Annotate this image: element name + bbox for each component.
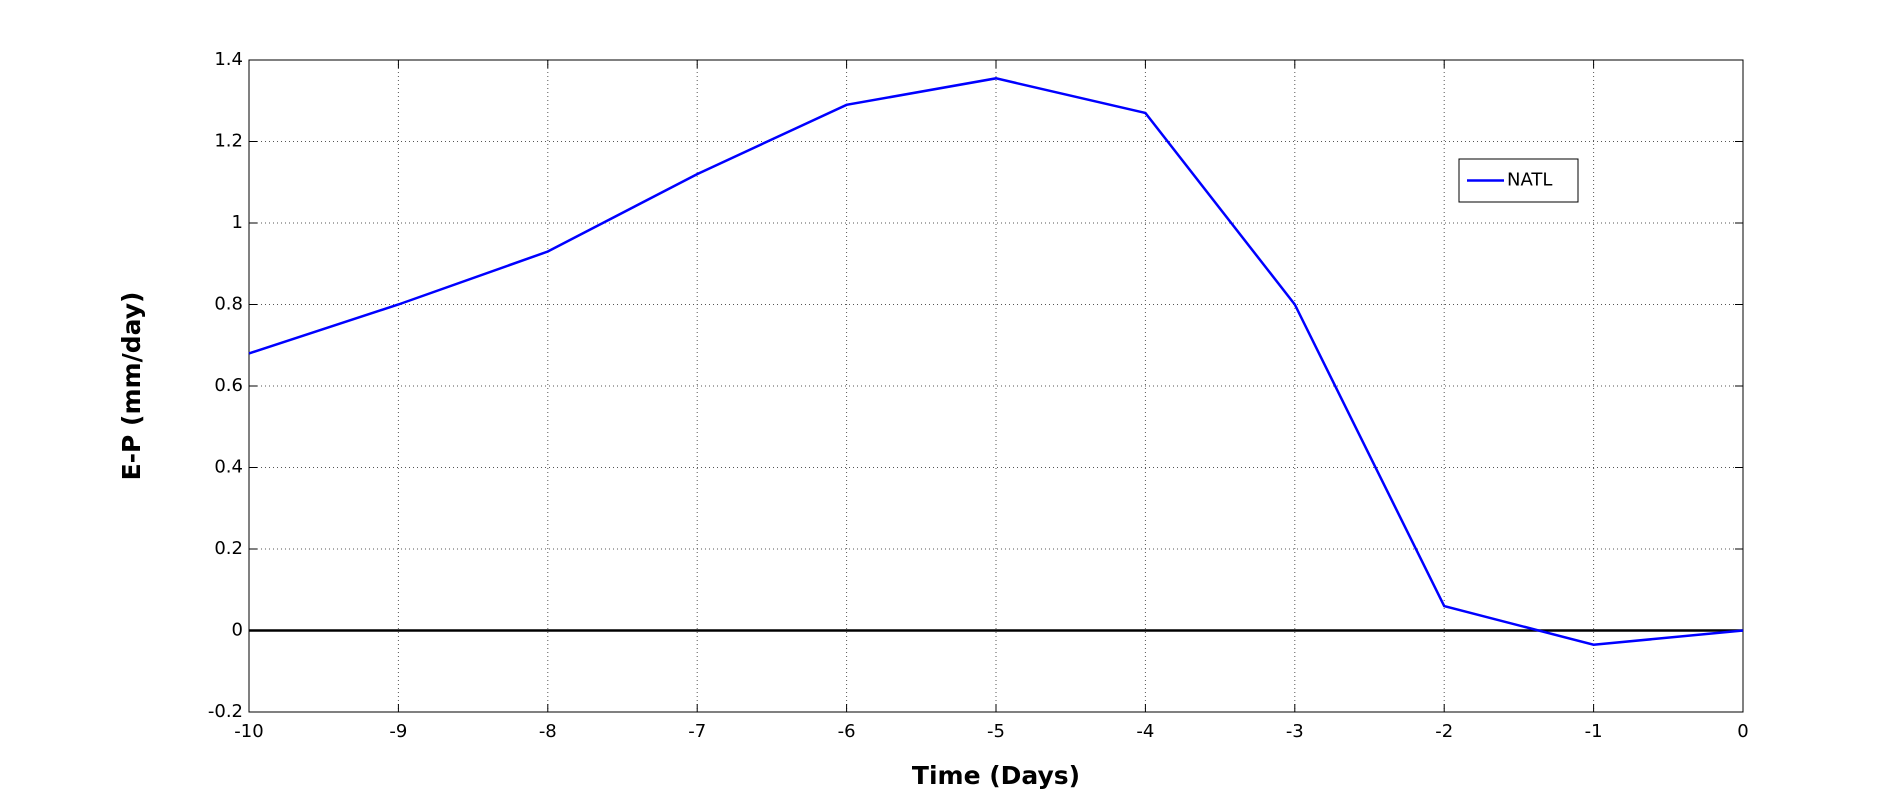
x-tick-label: -4	[1136, 721, 1154, 742]
y-tick-label: 1.4	[214, 49, 243, 70]
x-tick-label: 0	[1737, 721, 1748, 742]
y-tick-label: 0.4	[214, 457, 243, 478]
y-tick-label: 1	[232, 212, 243, 233]
x-tick-label: -9	[389, 721, 407, 742]
x-axis-label: Time (Days)	[912, 761, 1080, 790]
y-tick-label: 0.8	[214, 294, 243, 315]
y-tick-label: 1.2	[214, 131, 243, 152]
x-tick-label: -3	[1286, 721, 1304, 742]
y-tick-label: -0.2	[208, 701, 243, 722]
x-tick-label: -1	[1585, 721, 1603, 742]
y-tick-label: 0.2	[214, 538, 243, 559]
x-tick-label: -5	[987, 721, 1005, 742]
legend-label: NATL	[1507, 170, 1552, 191]
x-tick-label: -10	[234, 721, 263, 742]
x-tick-label: -6	[838, 721, 856, 742]
x-tick-label: -7	[688, 721, 706, 742]
x-tick-label: -8	[539, 721, 557, 742]
line-series	[248, 77, 1744, 647]
y-axis-label: E-P (mm/day)	[117, 292, 146, 481]
plot-frame	[248, 59, 1744, 713]
x-tick-label: -2	[1435, 721, 1453, 742]
y-tick-label: 0	[232, 620, 243, 641]
y-tick-label: 0.6	[214, 375, 243, 396]
